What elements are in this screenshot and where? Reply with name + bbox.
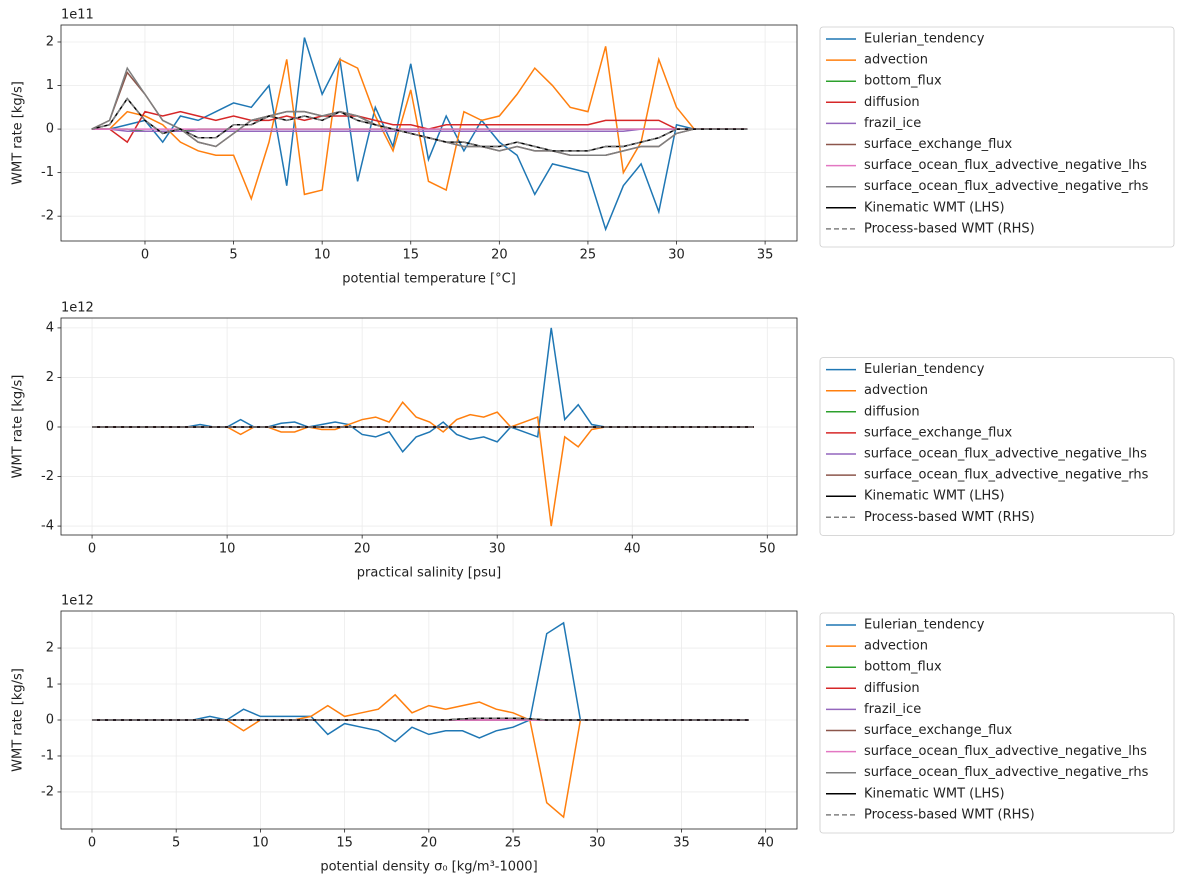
y-tick-label: 1 — [46, 78, 54, 93]
legend-label: Eulerian_tendency — [864, 618, 985, 633]
legend: Eulerian_tendency advection diffusion surfa… — [819, 357, 1175, 536]
series-line — [91, 37, 748, 232]
panel: 0 5 10 15 20 25 30 35 40 -2 -1 0 1 2 1e12 potential den… — [11, 594, 798, 875]
legend-label: surface_ocean_flux_advective_negative_rh… — [864, 765, 1149, 780]
plot-frame — [60, 610, 798, 830]
legend-frame — [819, 612, 1175, 834]
series-line — [91, 110, 748, 144]
x-tick-label: 25 — [505, 836, 522, 851]
y-tick-label: 2 — [46, 641, 54, 656]
y-tick-label: 2 — [46, 370, 54, 385]
plot-frame — [60, 24, 798, 242]
legend-label: Kinematic WMT (LHS) — [864, 786, 1005, 801]
legend-label: diffusion — [864, 95, 920, 110]
legend-label: Eulerian_tendency — [864, 362, 985, 377]
x-tick-label: 30 — [668, 248, 685, 263]
series-line — [91, 97, 748, 152]
y-axis-label: WMT rate [kg/s] — [11, 375, 26, 479]
offset-label: 1e12 — [61, 594, 94, 609]
offset-label: 1e11 — [61, 8, 94, 23]
y-tick-label: -4 — [41, 519, 54, 534]
legend-label: frazil_ice — [864, 116, 921, 131]
x-tick-label: 0 — [88, 836, 96, 851]
y-tick-label: -2 — [41, 209, 54, 224]
y-tick-label: 1 — [46, 677, 54, 692]
x-tick-label: 0 — [88, 542, 96, 557]
legend: Eulerian_tendency advection bottom_fluxdif… — [819, 26, 1175, 248]
panel: 0 10 20 30 40 50 -4 -2 0 2 4 1e12 practical salinity… — [11, 301, 798, 581]
legend-label: surface_ocean_flux_advective_negative_rh… — [864, 179, 1149, 194]
x-tick-label: 30 — [589, 836, 606, 851]
y-axis-label: WMT rate [kg/s] — [11, 668, 26, 772]
legend-label: bottom_flux — [864, 660, 942, 675]
legend-label: surface_exchange_flux — [864, 723, 1013, 738]
legend-label: Process-based WMT (RHS) — [864, 510, 1035, 525]
x-tick-label: 20 — [491, 248, 508, 263]
y-tick-label: 2 — [46, 34, 54, 49]
legend-label: surface_ocean_flux_advective_negative_lh… — [864, 744, 1147, 759]
legend-label: surface_ocean_flux_advective_negative_lh… — [864, 158, 1147, 173]
y-tick-label: -1 — [41, 748, 54, 763]
y-axis-label: WMT rate [kg/s] — [11, 81, 26, 185]
series-line — [91, 621, 749, 743]
x-tick-label: 35 — [673, 836, 690, 851]
legend-label: advection — [864, 383, 928, 398]
legend: Eulerian_tendency advection bottom_fluxdif… — [819, 612, 1175, 834]
series-line — [92, 327, 754, 453]
legend-label: Process-based WMT (RHS) — [864, 807, 1035, 822]
y-tick-label: -2 — [41, 469, 54, 484]
legend-label: frazil_ice — [864, 702, 921, 717]
x-tick-label: 10 — [219, 542, 236, 557]
series-line — [92, 401, 754, 527]
x-tick-label: 25 — [580, 248, 597, 263]
y-tick-label: -1 — [41, 165, 54, 180]
series-line — [91, 46, 748, 201]
legend-label: Process-based WMT (RHS) — [864, 221, 1035, 236]
legend-label: diffusion — [864, 681, 920, 696]
panel: 0 5 10 15 20 25 30 35 -2 -1 0 1 2 1e11 potential tempe… — [11, 8, 798, 287]
y-tick-label: 0 — [46, 713, 54, 728]
series-line — [91, 717, 749, 721]
x-tick-label: 20 — [421, 836, 438, 851]
y-tick-label: 4 — [46, 320, 54, 335]
legend-label: diffusion — [864, 404, 920, 419]
legend-label: surface_exchange_flux — [864, 425, 1013, 440]
legend-label: advection — [864, 639, 928, 654]
x-tick-label: 0 — [141, 248, 149, 263]
x-tick-label: 15 — [336, 836, 353, 851]
x-axis-label: practical salinity [psu] — [357, 566, 501, 581]
legend-label: surface_ocean_flux_advective_negative_lh… — [864, 447, 1147, 462]
legend-label: Kinematic WMT (LHS) — [864, 200, 1005, 215]
x-tick-label: 40 — [624, 542, 641, 557]
legend-label: advection — [864, 53, 928, 68]
plot-frame — [60, 317, 798, 536]
x-axis-label: potential density σ₀ [kg/m³-1000] — [320, 860, 537, 875]
legend-label: Eulerian_tendency — [864, 32, 985, 47]
x-tick-label: 10 — [252, 836, 269, 851]
x-tick-label: 10 — [314, 248, 331, 263]
offset-label: 1e12 — [61, 301, 94, 316]
x-axis-label: potential temperature [°C] — [342, 272, 516, 287]
x-tick-label: 40 — [757, 836, 774, 851]
legend-label: surface_exchange_flux — [864, 137, 1013, 152]
x-tick-label: 5 — [172, 836, 180, 851]
x-tick-label: 30 — [489, 542, 506, 557]
x-tick-label: 20 — [354, 542, 371, 557]
x-tick-label: 15 — [402, 248, 419, 263]
legend-frame — [819, 26, 1175, 248]
legend-label: surface_ocean_flux_advective_negative_rh… — [864, 468, 1149, 483]
legend-frame — [819, 357, 1175, 536]
x-tick-label: 5 — [229, 248, 237, 263]
x-tick-label: 35 — [757, 248, 774, 263]
legend-label: Kinematic WMT (LHS) — [864, 489, 1005, 504]
x-tick-label: 50 — [759, 542, 776, 557]
y-tick-label: 0 — [46, 122, 54, 137]
y-tick-label: -2 — [41, 784, 54, 799]
legend-label: bottom_flux — [864, 74, 942, 89]
y-tick-label: 0 — [46, 419, 54, 434]
